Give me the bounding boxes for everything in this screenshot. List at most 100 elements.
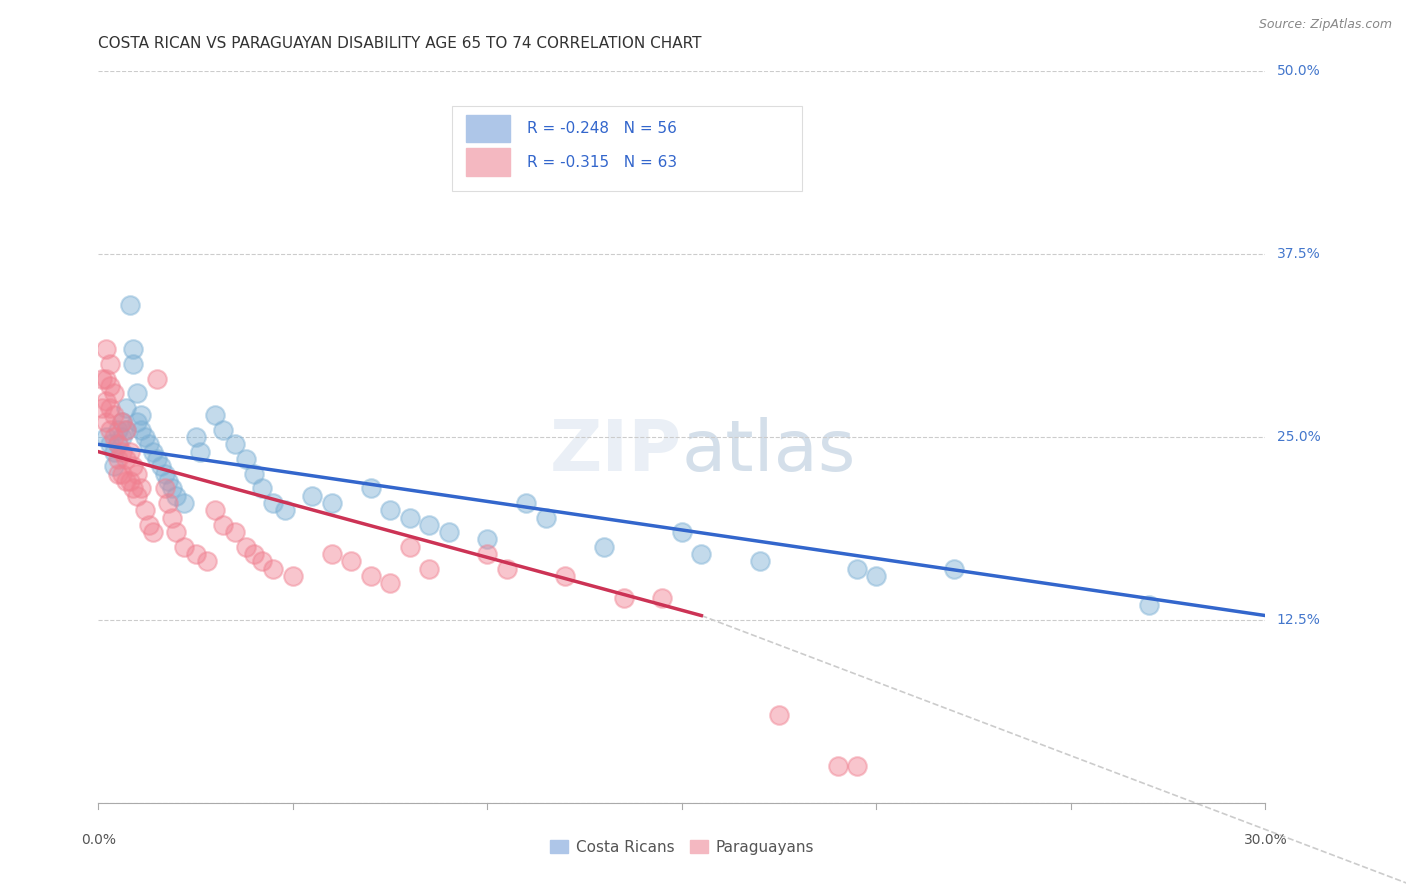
Point: [204, 503, 226, 517]
Point: [96, 343, 118, 357]
Point: [262, 496, 284, 510]
Point: [651, 591, 673, 605]
Point: [235, 452, 257, 467]
Point: [111, 430, 134, 444]
Point: [827, 759, 849, 773]
Text: 37.5%: 37.5%: [1277, 247, 1320, 261]
Point: [321, 547, 343, 561]
Point: [98, 401, 121, 415]
Point: [204, 408, 226, 422]
Point: [114, 474, 136, 488]
Point: [195, 554, 218, 568]
Point: [250, 481, 273, 495]
Point: [103, 408, 125, 422]
Point: [142, 525, 165, 540]
Point: [157, 496, 180, 510]
Point: [301, 489, 323, 503]
Point: [534, 510, 557, 524]
Point: [146, 452, 169, 467]
Point: [122, 357, 145, 371]
Point: [398, 510, 420, 524]
Point: [127, 386, 149, 401]
Point: [321, 496, 343, 510]
Point: [262, 562, 284, 576]
Point: [418, 517, 440, 532]
Point: [134, 503, 156, 517]
Point: [865, 569, 887, 583]
Point: [477, 547, 499, 561]
Point: [127, 489, 149, 503]
Point: [554, 569, 576, 583]
Point: [107, 437, 129, 451]
Text: 25.0%: 25.0%: [1277, 430, 1320, 444]
Point: [184, 547, 207, 561]
Point: [149, 459, 172, 474]
Point: [103, 459, 125, 474]
Point: [162, 481, 184, 495]
Legend: Costa Ricans, Paraguayans: Costa Ricans, Paraguayans: [544, 834, 820, 861]
Point: [114, 401, 136, 415]
Point: [122, 481, 145, 495]
Point: [138, 437, 160, 451]
Point: [98, 437, 121, 451]
Text: 50.0%: 50.0%: [1277, 64, 1320, 78]
Point: [96, 371, 118, 385]
FancyBboxPatch shape: [465, 148, 510, 176]
Point: [114, 423, 136, 437]
Point: [142, 444, 165, 458]
Point: [118, 298, 141, 312]
Point: [103, 444, 125, 458]
Text: Source: ZipAtlas.com: Source: ZipAtlas.com: [1258, 18, 1392, 31]
Point: [134, 430, 156, 444]
Point: [340, 554, 363, 568]
Point: [212, 423, 235, 437]
Point: [129, 408, 152, 422]
Point: [138, 517, 160, 532]
Point: [1137, 599, 1160, 613]
FancyBboxPatch shape: [451, 106, 801, 191]
Text: COSTA RICAN VS PARAGUAYAN DISABILITY AGE 65 TO 74 CORRELATION CHART: COSTA RICAN VS PARAGUAYAN DISABILITY AGE…: [98, 36, 702, 51]
Text: R = -0.315   N = 63: R = -0.315 N = 63: [527, 154, 676, 169]
Point: [243, 467, 266, 481]
Point: [613, 591, 636, 605]
Point: [515, 496, 537, 510]
Point: [846, 759, 869, 773]
Text: ZIP: ZIP: [550, 417, 682, 486]
Point: [111, 416, 134, 430]
Point: [153, 481, 176, 495]
Point: [157, 474, 180, 488]
Point: [129, 481, 152, 495]
Point: [224, 525, 246, 540]
Point: [122, 459, 145, 474]
Point: [91, 371, 114, 385]
Point: [111, 416, 134, 430]
Point: [281, 569, 304, 583]
Point: [96, 416, 118, 430]
Point: [165, 525, 187, 540]
Point: [274, 503, 297, 517]
Point: [768, 708, 790, 723]
Point: [96, 393, 118, 408]
Text: atlas: atlas: [682, 417, 856, 486]
Point: [127, 416, 149, 430]
Point: [380, 576, 402, 591]
Point: [184, 430, 207, 444]
Text: 12.5%: 12.5%: [1277, 613, 1320, 627]
Text: 30.0%: 30.0%: [1243, 833, 1288, 847]
Point: [107, 423, 129, 437]
Point: [496, 562, 519, 576]
Point: [360, 481, 382, 495]
Point: [250, 554, 273, 568]
Point: [418, 562, 440, 576]
Point: [593, 540, 616, 554]
Point: [129, 423, 152, 437]
Point: [243, 547, 266, 561]
Point: [103, 386, 125, 401]
Point: [98, 357, 121, 371]
Point: [437, 525, 460, 540]
Point: [380, 503, 402, 517]
Point: [107, 467, 129, 481]
Point: [146, 371, 169, 385]
Point: [98, 423, 121, 437]
Point: [114, 452, 136, 467]
